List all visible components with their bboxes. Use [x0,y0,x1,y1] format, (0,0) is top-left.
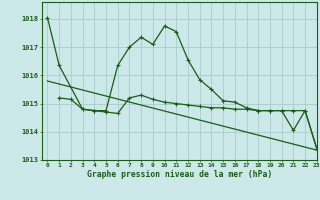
X-axis label: Graphe pression niveau de la mer (hPa): Graphe pression niveau de la mer (hPa) [87,170,272,179]
